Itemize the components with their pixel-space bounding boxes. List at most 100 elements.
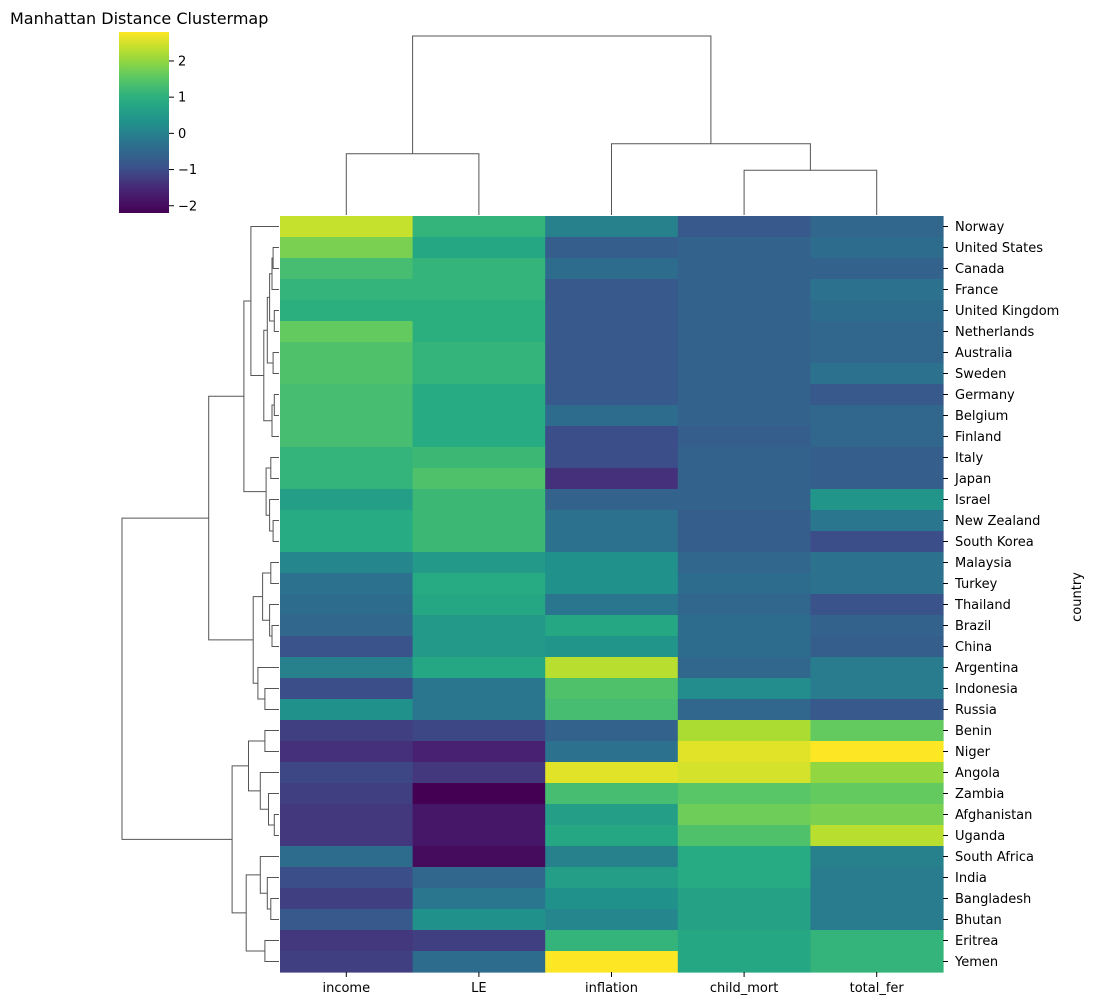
heatmap-cell (677, 342, 811, 364)
heatmap-cell (677, 783, 811, 805)
row-dendrogram-link (268, 793, 279, 826)
heatmap-cell (810, 216, 944, 238)
heatmap-cell (545, 510, 679, 532)
row-dendrogram-link (248, 740, 265, 792)
column-dendrogram-link (412, 35, 712, 154)
heatmap-cell (677, 867, 811, 889)
heatmap-cell (545, 300, 679, 322)
heatmap-cell (412, 888, 546, 910)
heatmap-cell (677, 699, 811, 721)
row-tick-labels: Norway United States Canada France United Ki… (943, 220, 1059, 970)
heatmap-cell (677, 762, 811, 784)
heatmap-cell (545, 447, 679, 469)
colorbar-tick-label: 2 (178, 54, 186, 69)
row-tick-label: Israel (955, 493, 991, 508)
heatmap-cell (412, 762, 546, 784)
column-tick-labels: income LE inflation child_mort total_fer (322, 972, 904, 996)
heatmap-cell (280, 615, 414, 637)
heatmap-cell (810, 279, 944, 301)
heatmap-cell (677, 636, 811, 658)
row-tick-label: Canada (955, 262, 1004, 277)
heatmap-cell (545, 216, 679, 238)
heatmap-cell (280, 426, 414, 448)
heatmap-cell (545, 804, 679, 826)
heatmap-cell (810, 867, 944, 889)
row-dendrogram-link (269, 604, 279, 637)
heatmap-cell (545, 279, 679, 301)
heatmap-cell (810, 531, 944, 553)
row-tick-label: Eritrea (955, 934, 998, 949)
heatmap-cell (280, 783, 414, 805)
heatmap-cell (810, 405, 944, 427)
heatmap-cell (677, 741, 811, 763)
row-tick-label: Argentina (955, 661, 1018, 676)
heatmap-cell (677, 321, 811, 343)
heatmap-cell (412, 804, 546, 826)
heatmap-cell (545, 594, 679, 616)
heatmap-cell (677, 279, 811, 301)
row-dendrogram-link (259, 772, 279, 810)
row-dendrogram-link (250, 226, 279, 376)
row-dendrogram-link (257, 667, 279, 700)
row-dendrogram-link (121, 517, 233, 840)
row-tick-label: Finland (955, 430, 1001, 445)
row-tick-label: United Kingdom (955, 304, 1059, 319)
heatmap-cell (810, 825, 944, 847)
heatmap-cell (677, 468, 811, 490)
row-tick-label: Uganda (955, 829, 1005, 844)
row-tick-label: Angola (955, 766, 1000, 781)
heatmap-cell (280, 510, 414, 532)
heatmap-cell (280, 657, 414, 679)
heatmap-cell (412, 426, 546, 448)
column-tick-label: child_mort (710, 981, 778, 996)
heatmap-cell (280, 699, 414, 721)
column-tick-label: inflation (585, 981, 638, 996)
row-dendrogram-link (245, 874, 265, 952)
heatmap-cell (810, 342, 944, 364)
heatmap-cell (677, 552, 811, 574)
heatmap-cell (412, 300, 546, 322)
row-tick-label: Niger (955, 745, 991, 760)
heatmap-cell (412, 489, 546, 511)
heatmap-cell (545, 405, 679, 427)
row-dendrogram-link (272, 520, 279, 542)
heatmap-cell (280, 363, 414, 385)
row-dendrogram-link (208, 395, 254, 641)
heatmap-cell (677, 888, 811, 910)
row-tick-label: New Zealand (955, 514, 1040, 529)
heatmap-cell (545, 720, 679, 742)
heatmap-cell (677, 909, 811, 931)
heatmap-cell (280, 741, 414, 763)
row-dendrogram-link (266, 296, 274, 364)
heatmap-cell (412, 342, 546, 364)
heatmap-cell (280, 930, 414, 952)
row-tick-label: Netherlands (955, 325, 1034, 340)
heatmap-cell (545, 951, 679, 973)
heatmap-cell (545, 384, 679, 406)
heatmap-cell (280, 825, 414, 847)
heatmap-cell (810, 804, 944, 826)
row-tick-label: Japan (954, 472, 991, 487)
row-tick-label: Benin (955, 724, 992, 739)
heatmap-cell (810, 489, 944, 511)
heatmap-cell (810, 783, 944, 805)
heatmap-cell (280, 237, 414, 259)
heatmap-cell (412, 846, 546, 868)
heatmap-cell (677, 951, 811, 973)
heatmap-cell (810, 237, 944, 259)
row-tick-label: Thailand (954, 598, 1011, 613)
heatmap-cell (545, 237, 679, 259)
heatmap-cell (677, 237, 811, 259)
row-dendrogram-link (273, 394, 279, 416)
row-tick-label: United States (955, 241, 1043, 256)
heatmap-cell (280, 300, 414, 322)
colorbar-tick-label: −1 (178, 163, 197, 178)
heatmap-cell (280, 804, 414, 826)
heatmap-cell (810, 657, 944, 679)
heatmap-cell (280, 909, 414, 931)
heatmap-cell (677, 405, 811, 427)
heatmap-cell (280, 720, 414, 742)
heatmap-cell (810, 930, 944, 952)
heatmap-cell (412, 594, 546, 616)
heatmap-cell (280, 636, 414, 658)
